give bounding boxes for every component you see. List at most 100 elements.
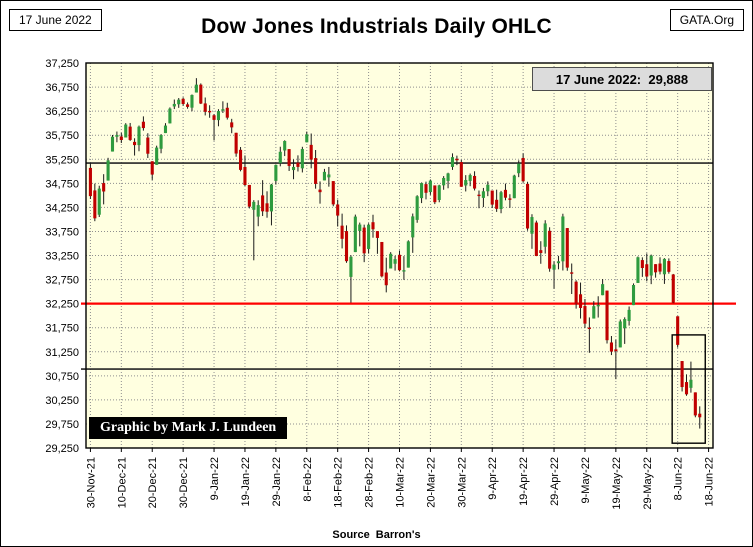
candle-down xyxy=(119,136,123,140)
candle-up xyxy=(353,216,357,253)
candle-down xyxy=(186,104,190,107)
x-axis-label: 30-Mar-22 xyxy=(456,457,468,508)
y-axis-label: 33,250 xyxy=(45,251,79,263)
x-axis-label: 18-Jun-22 xyxy=(704,457,716,507)
x-axis-label: 29-May-22 xyxy=(642,457,654,510)
candle-up xyxy=(172,103,176,107)
candle-down xyxy=(680,361,684,388)
y-axis-label: 32,250 xyxy=(45,299,79,311)
y-axis-label: 36,250 xyxy=(45,106,79,118)
candle-down xyxy=(565,228,569,268)
candle-up xyxy=(155,147,159,165)
candle-down xyxy=(473,175,477,189)
candle-up xyxy=(252,201,256,210)
x-axis-label: 19-Jan-22 xyxy=(240,457,252,507)
candle-down xyxy=(495,199,499,209)
candle-down xyxy=(181,98,185,105)
candle-down xyxy=(645,264,649,277)
candle-up xyxy=(194,84,198,93)
candle-down xyxy=(238,149,243,170)
y-axis-labels: 29,250 29,750 30,250 30,750 31,250 31,750 32,2… xyxy=(45,58,79,455)
candle-up xyxy=(552,264,556,270)
candle-up xyxy=(464,180,468,186)
candle-up xyxy=(115,134,119,137)
y-axis-label: 29,750 xyxy=(45,419,79,431)
x-axis-label: 19-Apr-22 xyxy=(518,457,530,506)
y-axis-label: 31,250 xyxy=(45,347,79,359)
candle-down xyxy=(570,272,574,274)
candle-up xyxy=(322,171,326,181)
candle-up xyxy=(283,141,287,151)
date-box: 17 June 2022 xyxy=(9,9,102,31)
x-axis-label: 30-Nov-21 xyxy=(85,457,97,508)
y-axis-label: 30,250 xyxy=(45,395,79,407)
candle-up xyxy=(636,257,640,283)
x-axis-label: 30-Dec-21 xyxy=(178,457,190,508)
candle-down xyxy=(684,382,689,395)
candle-down xyxy=(658,263,662,272)
candle-up xyxy=(623,319,627,329)
candle-down xyxy=(521,157,525,182)
candle-down xyxy=(534,222,538,256)
candle-up xyxy=(631,285,636,306)
candle-down xyxy=(380,241,384,277)
candle-up xyxy=(517,163,521,174)
page-title: Dow Jones Industrials Daily OHLC xyxy=(201,15,552,38)
candle-down xyxy=(371,222,375,230)
candle-up xyxy=(106,160,110,181)
candle-down xyxy=(243,166,247,185)
candle-down xyxy=(230,122,234,128)
candle-up xyxy=(415,196,419,220)
candle-up xyxy=(168,108,172,124)
candle-down xyxy=(698,413,702,418)
candle-down xyxy=(199,84,203,104)
candle-down xyxy=(133,141,137,146)
candle-up xyxy=(530,217,534,234)
candle-up xyxy=(406,241,410,268)
candle-up xyxy=(543,223,547,247)
x-axis-label: 29-Jan-22 xyxy=(271,457,283,507)
candle-up xyxy=(190,94,194,108)
candle-up xyxy=(420,183,424,199)
candle-down xyxy=(102,183,106,192)
candle-up xyxy=(367,224,371,249)
candle-down xyxy=(146,137,150,154)
source-label: Source Barron's xyxy=(332,529,421,541)
candle-up xyxy=(110,136,115,152)
candle-down xyxy=(667,261,671,272)
candle-up xyxy=(97,188,101,215)
candle-down xyxy=(583,306,587,324)
y-axis-label: 32,750 xyxy=(45,275,79,287)
candle-up xyxy=(291,166,296,171)
candle-down xyxy=(508,198,512,200)
candle-up xyxy=(512,175,516,199)
candles xyxy=(88,78,702,429)
y-axis-label: 31,750 xyxy=(45,323,79,335)
candle-up xyxy=(177,99,181,105)
candle-down xyxy=(490,190,494,205)
candle-down xyxy=(331,181,335,205)
candle-down xyxy=(150,161,154,175)
candle-down xyxy=(605,290,609,341)
candle-down xyxy=(208,110,212,113)
candle-up xyxy=(124,124,128,138)
candle-up xyxy=(274,164,278,181)
y-axis-label: 33,750 xyxy=(45,226,79,238)
x-axis-label: 9-Jan-22 xyxy=(209,457,221,500)
candle-down xyxy=(578,294,583,308)
candle-up xyxy=(486,184,490,192)
candle-up xyxy=(393,259,397,264)
candle-down xyxy=(88,167,92,197)
candle-down xyxy=(344,231,349,262)
candle-down xyxy=(318,189,322,193)
candle-down xyxy=(525,183,530,229)
candle-up xyxy=(402,270,406,272)
price-annotation: 17 June 2022: 29,888 xyxy=(532,67,712,91)
x-axis-label: 19-May-22 xyxy=(611,457,623,510)
candle-up xyxy=(278,151,282,164)
candle-up xyxy=(442,177,446,186)
x-axis-label: 8-Jun-22 xyxy=(673,457,685,500)
candle-down xyxy=(336,204,340,216)
x-axis-label: 20-Mar-22 xyxy=(425,457,437,508)
candle-down xyxy=(587,327,591,329)
